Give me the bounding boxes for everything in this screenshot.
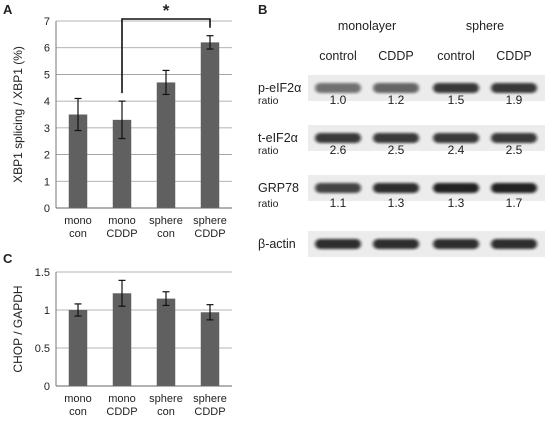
ratio-value: 2.5 <box>388 143 405 157</box>
blot-band <box>433 239 479 249</box>
x-category-label: mono <box>64 215 92 227</box>
x-category-label: CDDP <box>194 228 225 240</box>
y-tick-label: 1.5 <box>35 267 50 279</box>
blot-protein-label: β-actin <box>258 237 296 251</box>
blot-band <box>491 83 537 93</box>
blot-band <box>433 133 479 143</box>
chart-a-xbp1-splicing: 01234567monoconmonoCDDPsphereconsphereCD… <box>11 1 232 240</box>
blot-group-header: sphere <box>466 19 504 33</box>
y-tick-label: 5 <box>44 69 50 81</box>
y-tick-label: 3 <box>44 123 50 135</box>
blot-band <box>433 183 479 193</box>
blot-band <box>373 83 419 93</box>
y-tick-label: 4 <box>44 96 50 108</box>
y-tick-label: 7 <box>44 16 50 28</box>
blot-band <box>315 83 361 93</box>
y-axis-label: CHOP / GAPDH <box>11 285 25 372</box>
ratio-value: 1.5 <box>448 93 465 107</box>
blot-protein-label: p-eIF2α <box>258 81 301 95</box>
blot-band <box>373 239 419 249</box>
blot-band <box>315 133 361 143</box>
blot-group-header: monolayer <box>338 19 396 33</box>
x-category-label: con <box>157 228 175 240</box>
x-category-label: sphere <box>149 215 183 227</box>
x-category-label: mono <box>108 393 136 405</box>
x-category-label: con <box>69 228 87 240</box>
x-category-label: con <box>157 406 175 418</box>
y-tick-label: 2 <box>44 150 50 162</box>
x-category-label: mono <box>108 215 136 227</box>
blot-band <box>491 183 537 193</box>
ratio-value: 1.7 <box>506 196 523 210</box>
blot-band <box>491 133 537 143</box>
x-category-label: sphere <box>149 393 183 405</box>
blot-protein-label: GRP78 <box>258 181 299 195</box>
ratio-value: 1.3 <box>448 196 465 210</box>
panel-c-letter: C <box>3 251 13 266</box>
chart-c-chop-gapdh: 00.511.5monoconmonoCDDPsphereconsphereCD… <box>11 267 232 418</box>
bar <box>112 293 132 386</box>
bar <box>200 312 220 386</box>
blot-band <box>315 183 361 193</box>
panel-b-letter: B <box>258 2 267 17</box>
blot-lane-label: CDDP <box>378 49 413 63</box>
blot-lane-label: CDDP <box>496 49 531 63</box>
blot-band <box>373 133 419 143</box>
significance-star: * <box>163 1 170 20</box>
blot-protein-label: t-eIF2α <box>258 131 298 145</box>
y-tick-label: 0.5 <box>35 343 50 355</box>
x-category-label: mono <box>64 393 92 405</box>
blot-lane-label: control <box>319 49 357 63</box>
ratio-value: 2.5 <box>506 143 523 157</box>
ratio-value: 1.1 <box>330 196 347 210</box>
bar <box>68 310 88 386</box>
blot-band <box>315 239 361 249</box>
y-tick-label: 6 <box>44 43 50 55</box>
blot-band <box>373 183 419 193</box>
ratio-value: 1.2 <box>388 93 405 107</box>
x-category-label: sphere <box>193 215 227 227</box>
y-tick-label: 0 <box>44 381 50 393</box>
ratio-row-label: ratio <box>258 95 279 107</box>
y-tick-label: 1 <box>44 176 50 188</box>
ratio-row-label: ratio <box>258 198 279 210</box>
blot-lane-label: control <box>437 49 475 63</box>
bar <box>156 82 176 208</box>
ratio-value: 2.6 <box>330 143 347 157</box>
panel-a-letter: A <box>3 2 13 17</box>
y-tick-label: 0 <box>44 203 50 215</box>
significance-bracket <box>121 18 211 94</box>
x-category-label: CDDP <box>106 228 137 240</box>
ratio-value: 1.3 <box>388 196 405 210</box>
x-category-label: CDDP <box>106 406 137 418</box>
x-category-label: CDDP <box>194 406 225 418</box>
bar <box>200 42 220 208</box>
ratio-value: 1.9 <box>506 93 523 107</box>
x-category-label: con <box>69 406 87 418</box>
bar <box>156 298 176 386</box>
blot-band <box>491 239 537 249</box>
western-blot-panel: monolayer sphere control CDDP control CDDP p-e… <box>258 19 545 257</box>
bar <box>68 114 88 208</box>
ratio-value: 2.4 <box>448 143 465 157</box>
blot-band <box>433 83 479 93</box>
ratio-value: 1.0 <box>330 93 347 107</box>
y-tick-label: 1 <box>44 305 50 317</box>
x-category-label: sphere <box>193 393 227 405</box>
bar <box>112 119 132 208</box>
y-axis-label: XBP1 splicing / XBP1 (%) <box>11 46 25 183</box>
ratio-row-label: ratio <box>258 145 279 157</box>
